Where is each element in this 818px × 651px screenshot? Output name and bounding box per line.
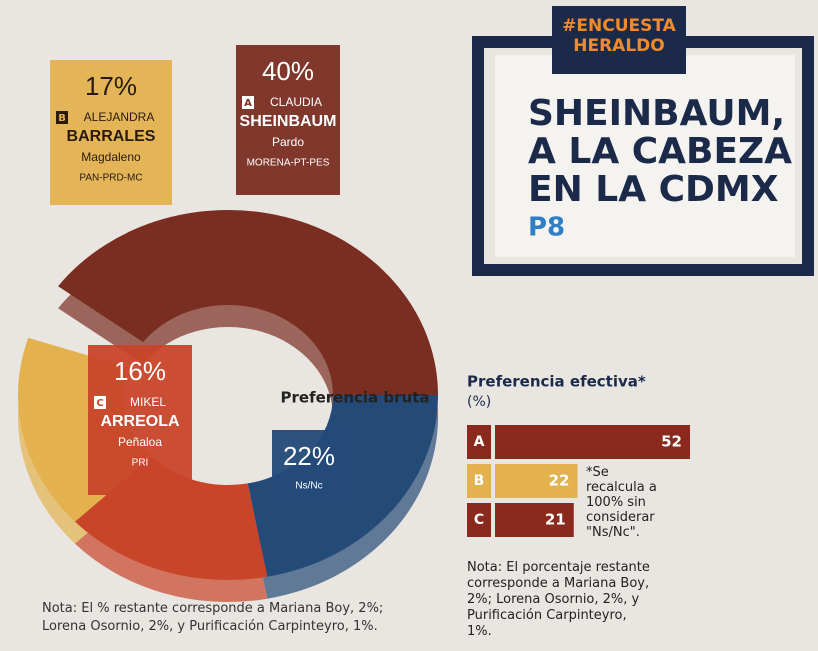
data-label: 52 — [661, 433, 682, 451]
data-label: 21 — [545, 511, 566, 529]
candidate-last: BARRALES — [67, 128, 156, 145]
label-panel — [236, 45, 340, 195]
candidate-last: SHEINBAUM — [240, 113, 337, 130]
chart-title: Preferencia bruta — [281, 389, 430, 407]
label-panel — [88, 345, 192, 495]
note: Nota: El porcentaje restante corresponde … — [467, 560, 650, 639]
tag: #ENCUESTA — [562, 16, 676, 36]
candidate-party: PAN-PRD-MC — [79, 173, 142, 184]
value-label: 17% — [85, 71, 137, 101]
headline-bg — [495, 55, 795, 257]
candidate-party: PRI — [132, 458, 149, 469]
label-panel — [50, 60, 172, 205]
candidate-party: Ns/Nc — [295, 481, 322, 492]
headline: A LA CABEZA — [528, 131, 792, 172]
bar — [495, 425, 690, 459]
annotation: *Se recalcula a 100% sin considerar "Ns/Nc". — [586, 465, 657, 540]
tag: HERALDO — [573, 36, 664, 56]
letter-box — [467, 425, 491, 459]
candidate-first: ALEJANDRA — [84, 110, 155, 124]
bar — [495, 503, 574, 537]
letter-box — [242, 96, 254, 109]
headline: SHEINBAUM, — [528, 93, 785, 134]
candidate-first: MIKEL — [130, 395, 166, 409]
letter-box — [467, 503, 491, 537]
candidate-letter: A — [244, 98, 252, 109]
x-tick-label: A — [474, 434, 485, 450]
x-tick-label: B — [474, 473, 485, 489]
chart-title: Preferencia efectiva* — [467, 373, 646, 391]
letter-box — [467, 464, 491, 498]
value-label: 16% — [114, 356, 166, 386]
page-ref: P8 — [528, 213, 565, 243]
donut-segment — [58, 210, 438, 395]
value-label: 40% — [262, 56, 314, 86]
headline: EN LA CDMX — [528, 169, 779, 210]
label-panel — [272, 430, 346, 502]
letter-box — [56, 111, 68, 124]
candidate-last: ARREOLA — [100, 413, 180, 430]
candidate-second: Pardo — [272, 135, 304, 149]
data-label: 22 — [549, 472, 570, 490]
candidate-party: MORENA-PT-PES — [247, 158, 330, 169]
candidate-first: CLAUDIA — [270, 95, 322, 109]
chart-subtitle: (%) — [467, 394, 491, 410]
x-tick-label: C — [474, 512, 484, 528]
letter-box — [94, 396, 106, 409]
bar — [495, 464, 578, 498]
candidate-letter: C — [96, 398, 103, 409]
candidate-second: Peñaloa — [118, 435, 162, 449]
note: Nota: El % restante corresponde a Marian… — [42, 601, 383, 634]
value-label: 22% — [283, 441, 335, 471]
tag-box — [552, 6, 686, 74]
candidate-letter: B — [58, 113, 66, 124]
candidate-second: Magdaleno — [81, 150, 141, 164]
